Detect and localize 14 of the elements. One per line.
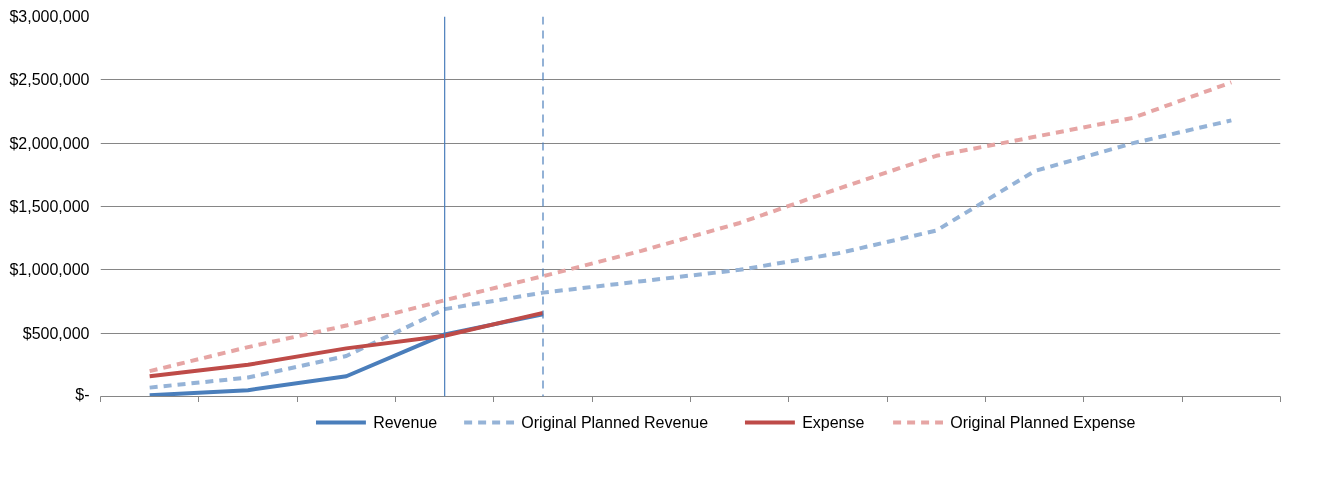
- legend-label: Original Planned Expense: [950, 414, 1136, 431]
- legend-label: Revenue: [373, 414, 438, 431]
- line-series: [147, 118, 1234, 390]
- y-tick-label: $1,000,000: [9, 261, 90, 279]
- y-tick-label: $2,500,000: [9, 71, 90, 89]
- line-series: [147, 80, 1234, 374]
- y-tick-label: $500,000: [22, 324, 90, 342]
- line-series: [147, 310, 545, 379]
- legend-label: Original Planned Revenue: [521, 414, 709, 431]
- legend-label: Expense: [802, 414, 865, 431]
- y-tick-label: $3,000,000: [9, 8, 90, 25]
- y-tick-label: $-: [75, 385, 90, 403]
- y-tick-label: $2,000,000: [9, 134, 90, 152]
- y-tick-label: $1,500,000: [9, 198, 90, 215]
